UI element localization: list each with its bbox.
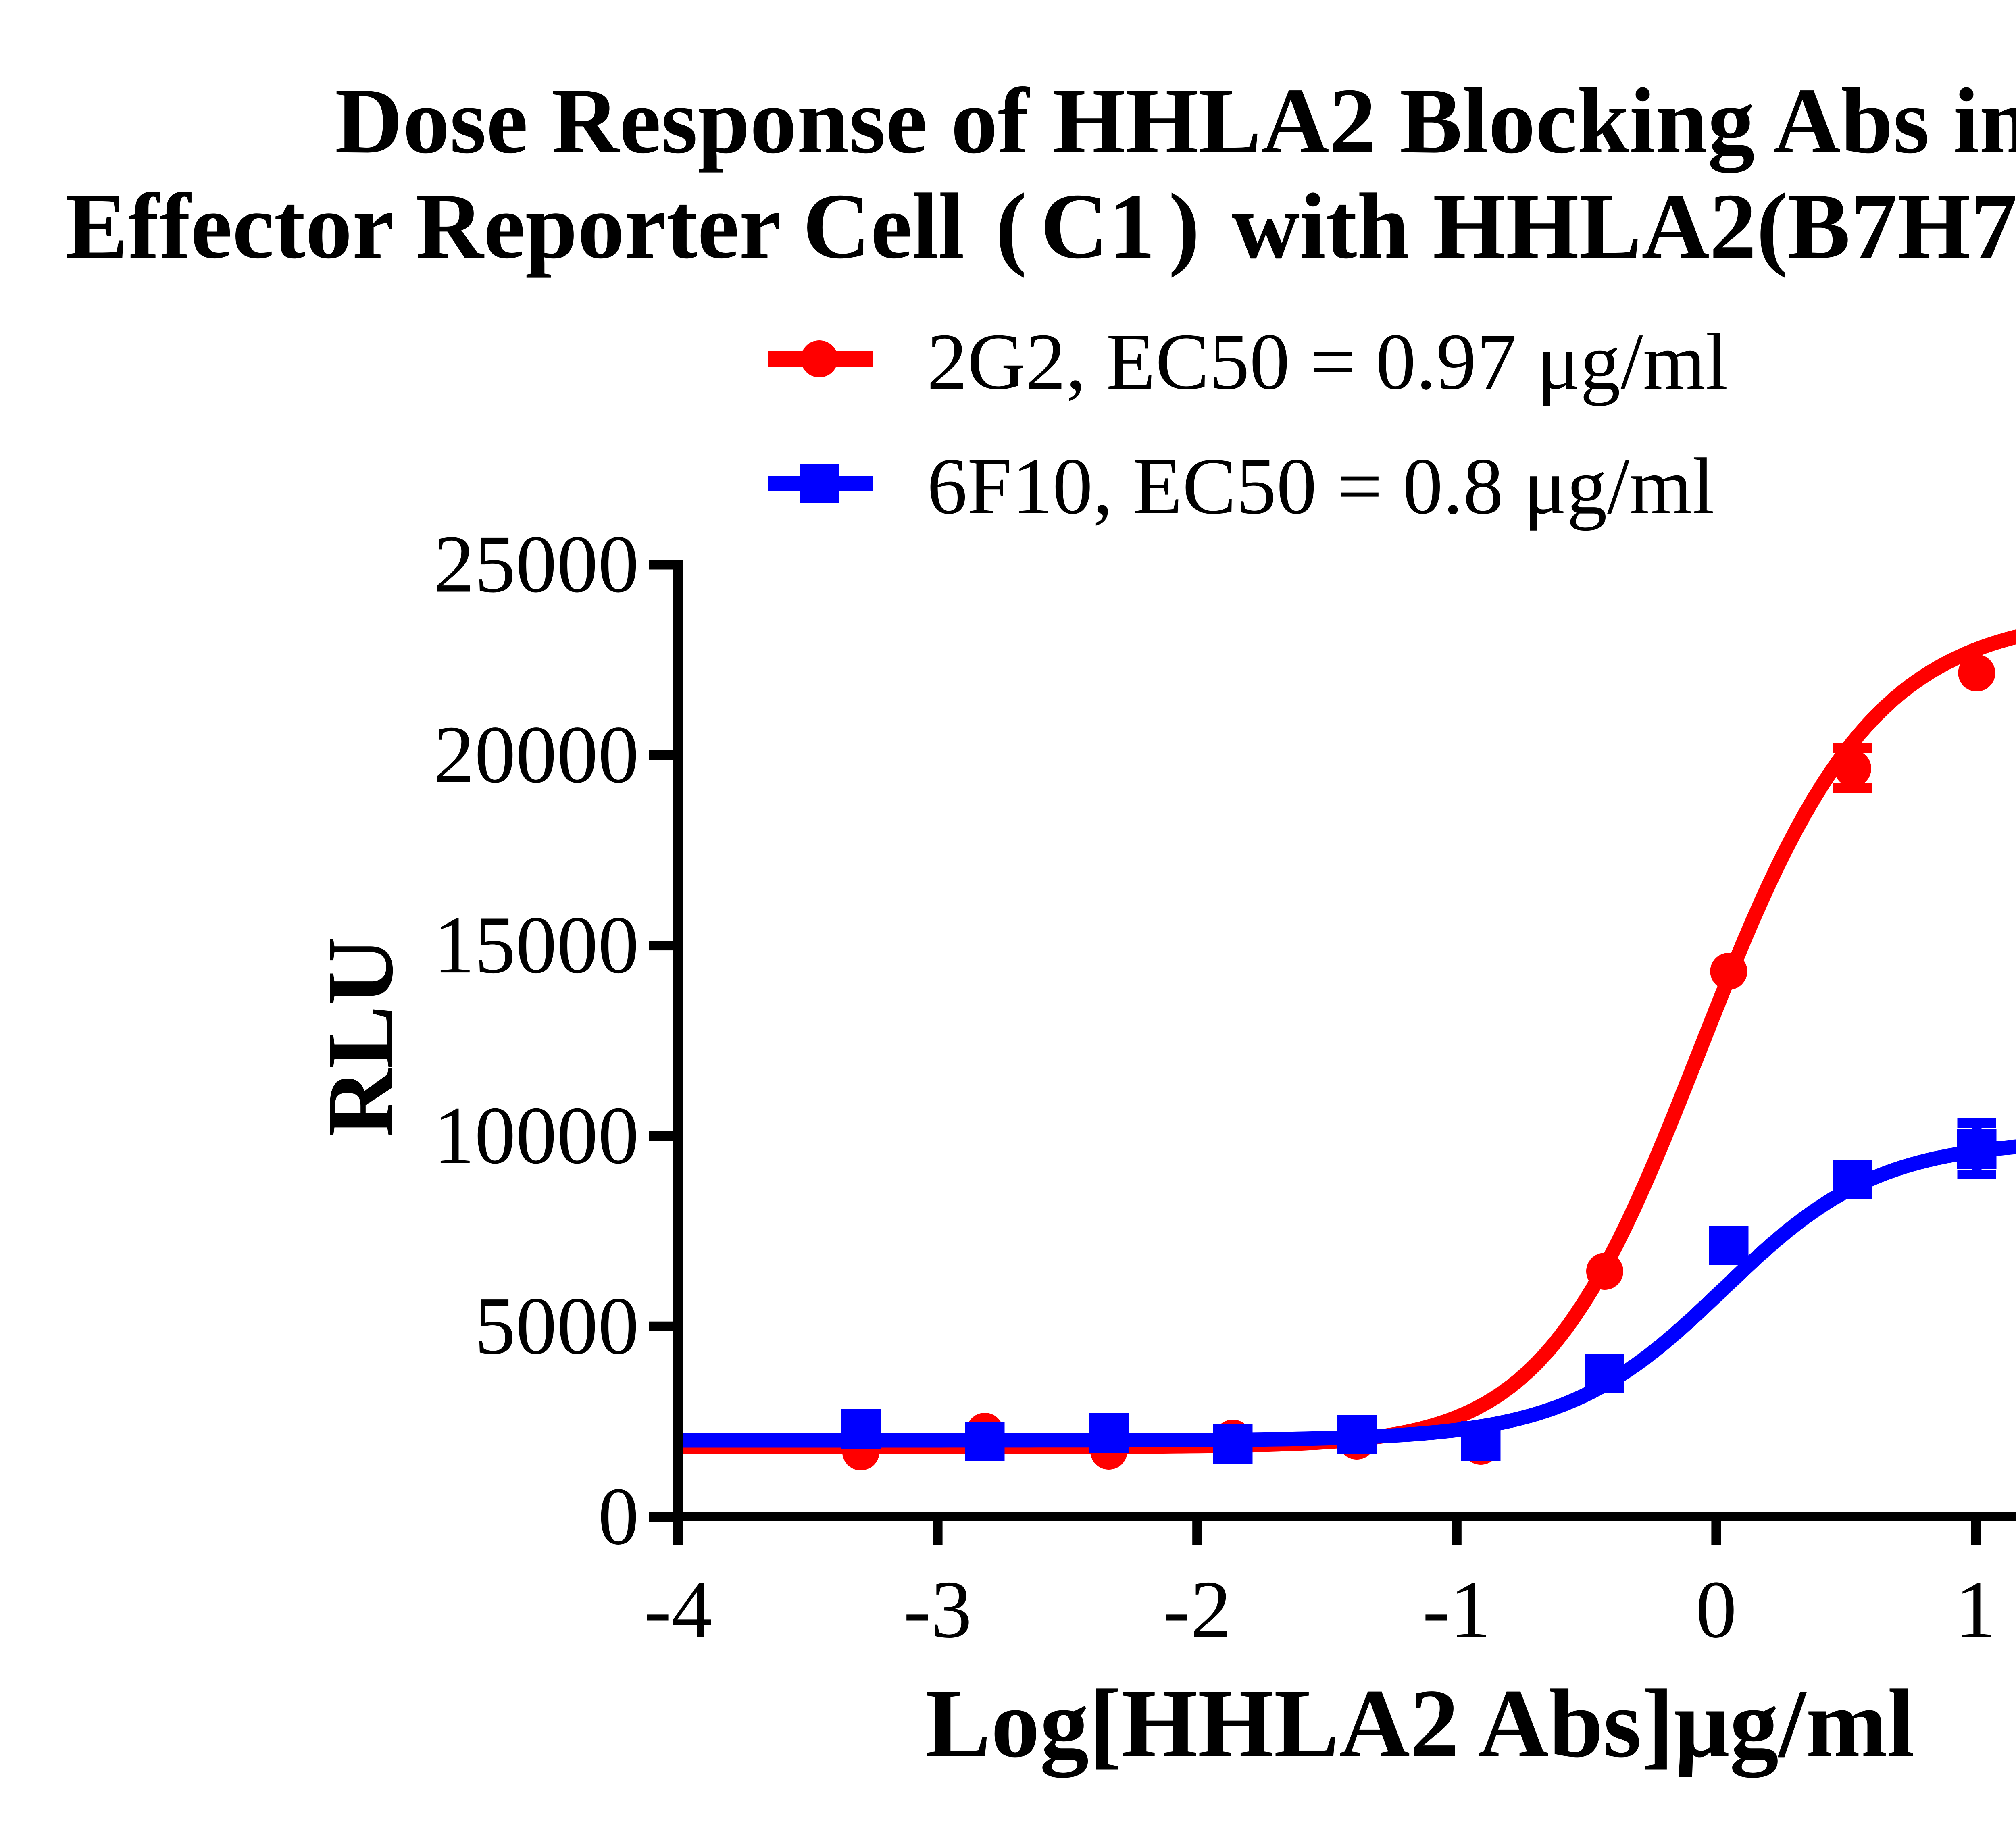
svg-text:0: 0 [1695,1564,1737,1655]
svg-text:RLU: RLU [308,937,412,1137]
svg-text:10000: 10000 [433,1090,639,1181]
svg-text:1: 1 [1955,1564,1996,1655]
svg-text:0: 0 [598,1471,639,1562]
svg-text:Log[HHLA2 Abs]μg/ml: Log[HHLA2 Abs]μg/ml [925,1669,1914,1778]
svg-text:-4: -4 [644,1564,712,1655]
svg-text:-2: -2 [1163,1564,1231,1655]
svg-text:-1: -1 [1422,1564,1491,1655]
svg-text:20000: 20000 [433,709,639,800]
svg-text:25000: 25000 [433,519,639,610]
svg-text:6F10, EC50 = 0.8 μg/ml: 6F10, EC50 = 0.8 μg/ml [927,442,1715,531]
svg-text:5000: 5000 [475,1281,639,1372]
svg-text:Effector Reporter Cell(C1) wit: Effector Reporter Cell(C1) with HHLA2(B7… [65,174,2016,278]
svg-text:Dose Response of HHLA2 Blockin: Dose Response of HHLA2 Blocking Abs in K… [335,69,2016,173]
svg-text:-3: -3 [904,1564,972,1655]
svg-text:15000: 15000 [433,900,639,991]
svg-text:2G2, EC50 = 0.97 μg/ml: 2G2, EC50 = 0.97 μg/ml [927,317,1728,406]
